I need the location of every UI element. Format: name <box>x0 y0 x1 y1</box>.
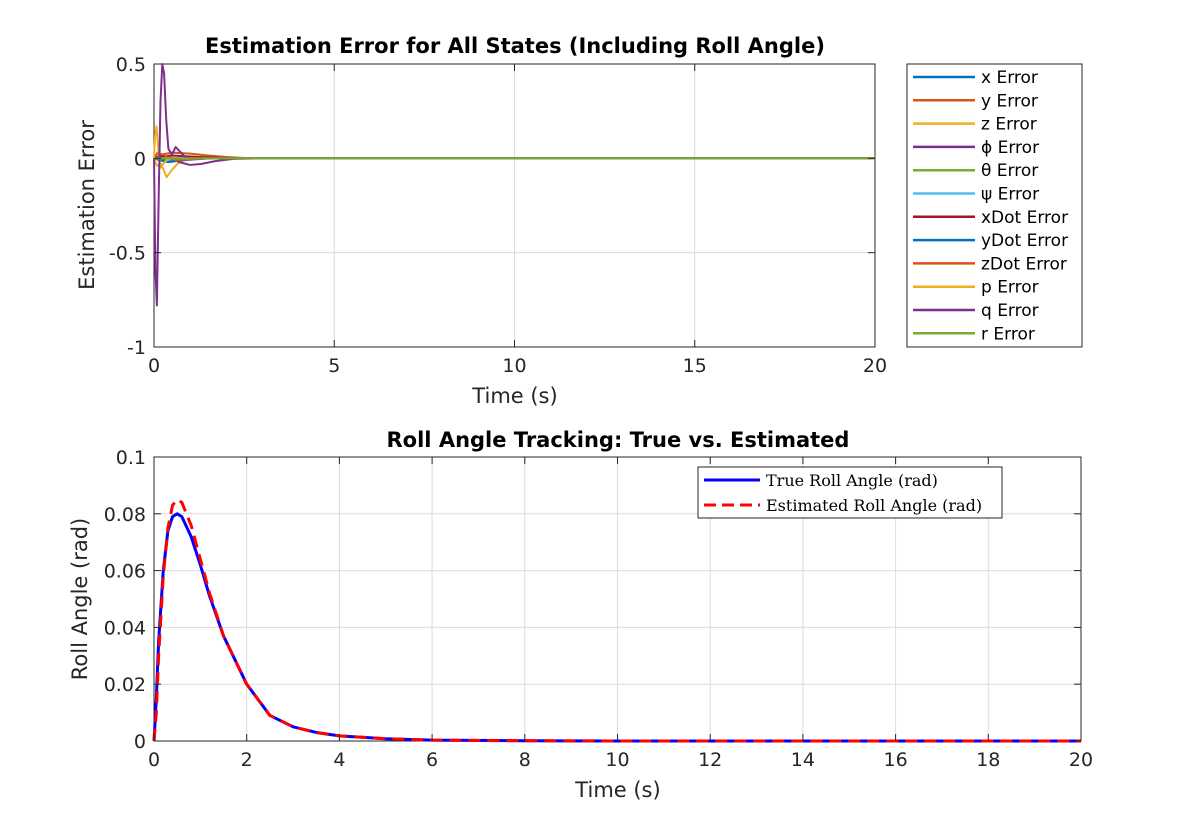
legend-label-1: Estimated Roll Angle (rad) <box>766 496 982 515</box>
legend-label-0: x Error <box>981 68 1038 88</box>
error-plot-ylabel: Estimation Error <box>75 120 99 290</box>
legend-label-2: z Error <box>981 115 1037 135</box>
y-tick-label: 0.1 <box>116 447 146 469</box>
roll-plot-ylabel: Roll Angle (rad) <box>68 518 92 681</box>
legend-label-4: θ Error <box>981 161 1038 181</box>
y-tick-label: -0.5 <box>109 243 146 265</box>
legend-label-11: r Error <box>981 324 1035 344</box>
y-tick-label: 0.04 <box>104 617 146 639</box>
x-tick-label: 16 <box>884 749 908 771</box>
x-tick-label: 20 <box>1069 749 1093 771</box>
y-tick-label: 0.5 <box>116 54 146 76</box>
x-tick-label: 18 <box>976 749 1000 771</box>
x-tick-label: 14 <box>791 749 815 771</box>
x-tick-label: 12 <box>698 749 722 771</box>
x-tick-label: 4 <box>333 749 345 771</box>
y-tick-label: 0 <box>134 148 146 170</box>
roll-plot-legend: True Roll Angle (rad) Estimated Roll Angl… <box>697 466 1003 519</box>
x-tick-label: 20 <box>863 355 887 377</box>
legend-label-1: y Error <box>981 91 1038 111</box>
legend-label-5: ψ Error <box>981 185 1039 205</box>
y-tick-label: 0.02 <box>104 674 146 696</box>
error-legend-box <box>906 63 1083 348</box>
roll-plot-title: Roll Angle Tracking: True vs. Estimated <box>387 428 850 452</box>
error-plot-title: Estimation Error for All States (Includi… <box>205 34 825 58</box>
legend-label-8: zDot Error <box>981 254 1067 274</box>
legend-label-9: p Error <box>981 278 1039 298</box>
roll-plot-lines <box>152 498 1081 743</box>
y-tick-label: -1 <box>127 337 146 359</box>
roll-plot-xlabel: Time (s) <box>574 778 660 802</box>
roll-plot: 0 2 4 6 8 10 12 14 16 18 20 0 0.02 0.04 0.06 0.08 0.1 Ro… <box>68 428 1093 802</box>
legend-label-3: ϕ Error <box>981 138 1039 158</box>
x-tick-label: 15 <box>683 355 707 377</box>
x-tick-label: 0 <box>148 355 160 377</box>
error-plot-xlabel: Time (s) <box>471 384 557 408</box>
legend-label-6: xDot Error <box>981 208 1068 228</box>
legend-label-7: yDot Error <box>981 231 1068 251</box>
error-plot: 0 5 10 15 20 -1 -0.5 0 0.5 Estimation Error for … <box>75 34 1083 408</box>
x-tick-label: 5 <box>328 355 340 377</box>
legend-label-0: True Roll Angle (rad) <box>766 471 938 490</box>
error-plot-ticks: 0 5 10 15 20 -1 -0.5 0 0.5 <box>109 54 887 377</box>
roll-legend-box <box>697 466 1003 519</box>
y-tick-label: 0.06 <box>104 561 146 583</box>
y-tick-label: 0.08 <box>104 504 146 526</box>
x-tick-label: 2 <box>241 749 253 771</box>
y-tick-label: 0 <box>134 731 146 753</box>
legend-label-10: q Error <box>981 301 1039 321</box>
x-tick-label: 8 <box>519 749 531 771</box>
x-tick-label: 10 <box>502 355 526 377</box>
series-line-1 <box>152 498 1081 743</box>
x-tick-label: 10 <box>605 749 629 771</box>
x-tick-label: 6 <box>426 749 438 771</box>
x-tick-label: 0 <box>148 749 160 771</box>
error-plot-legend: x Error y Error z Error ϕ Error θ Error ψ Err… <box>906 63 1083 348</box>
roll-plot-ticks: 0 2 4 6 8 10 12 14 16 18 20 0 0.02 0.04 0.06 0.08 0.1 <box>104 447 1093 771</box>
